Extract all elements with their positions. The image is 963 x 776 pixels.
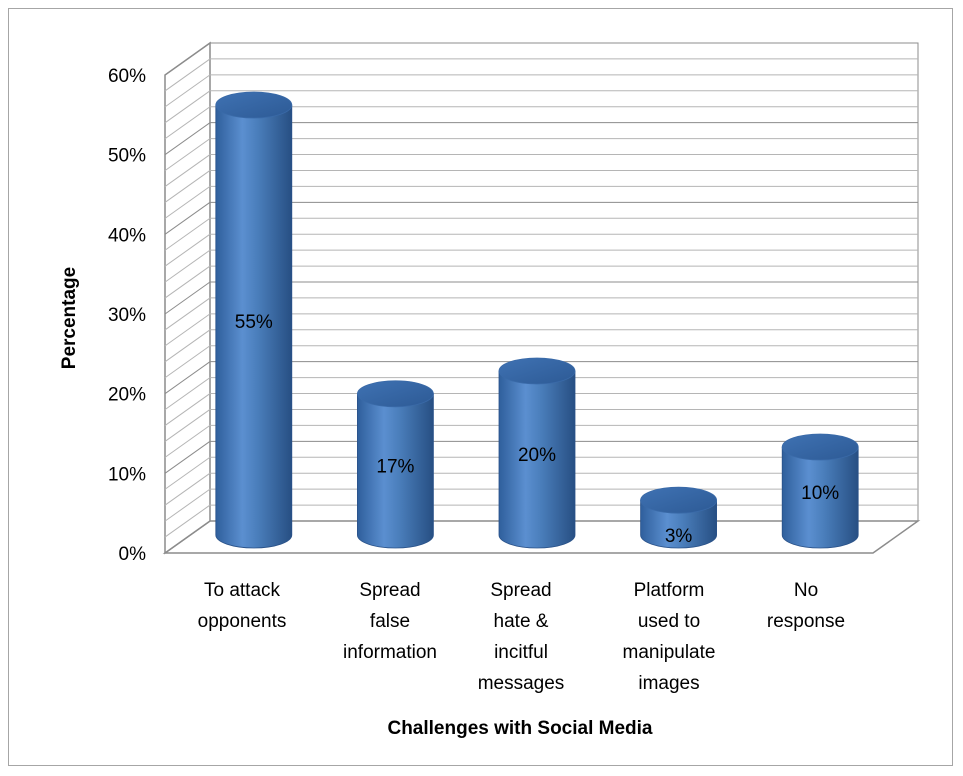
bar-top: [640, 486, 717, 514]
y-tick-label: 10%: [108, 464, 146, 485]
bars: 55% 17% 20% 3% 10%: [215, 91, 859, 549]
bar-body: [215, 104, 293, 549]
major-gridline: [164, 201, 918, 235]
minor-gridline: [164, 58, 918, 92]
bar: 55%: [215, 91, 293, 549]
bar-body: [781, 446, 859, 549]
major-gridline: [164, 281, 918, 315]
x-tick-label: Platform used to manipulate images: [623, 580, 716, 694]
minor-gridline: [164, 154, 918, 187]
minor-gridline: [164, 329, 918, 363]
bar: 3%: [640, 486, 717, 549]
data-label: 20%: [518, 445, 556, 466]
minor-gridline: [164, 74, 918, 108]
y-axis-ticks: 0% 10% 20% 30% 40% 50% 60%: [108, 66, 146, 565]
minor-gridline: [164, 345, 918, 379]
y-tick-label: 50%: [108, 146, 146, 167]
x-tick-label: Spread hate & incitful messages: [478, 580, 565, 694]
x-tick-label: To attack opponents: [198, 580, 287, 632]
y-tick-label: 40%: [108, 225, 146, 246]
minor-gridline: [164, 249, 918, 283]
bar-body: [498, 370, 576, 549]
major-gridline: [164, 122, 918, 156]
x-axis-categories: To attack opponents Spread false information…: [198, 580, 845, 694]
bar: 10%: [781, 433, 859, 549]
bar-body: [357, 393, 434, 549]
minor-gridline: [164, 265, 918, 299]
bar-body: [640, 499, 717, 549]
minor-gridline: [164, 138, 918, 172]
minor-gridline: [164, 313, 918, 347]
bar-top: [781, 433, 859, 461]
data-label: 3%: [665, 526, 693, 547]
bar: 20%: [498, 357, 576, 549]
minor-gridline: [164, 106, 918, 140]
data-label: 10%: [801, 483, 839, 504]
minor-gridline: [164, 233, 918, 267]
data-label: 55%: [235, 312, 273, 333]
y-axis-title: Percentage: [59, 267, 80, 369]
minor-gridline: [164, 90, 918, 124]
major-gridline: [164, 42, 918, 76]
bar-top: [498, 357, 576, 385]
x-axis-title: Challenges with Social Media: [387, 718, 652, 739]
y-tick-label: 60%: [108, 66, 146, 87]
y-tick-label: 0%: [119, 544, 147, 565]
x-tick-label: Spread false information: [343, 580, 437, 663]
bar: 17%: [356, 380, 434, 549]
bar-top: [215, 91, 293, 119]
minor-gridline: [164, 169, 918, 203]
minor-gridline: [164, 297, 918, 331]
y-tick-label: 20%: [108, 385, 146, 406]
x-tick-label: No response: [767, 580, 845, 632]
y-tick-label: 30%: [108, 305, 146, 326]
minor-gridline: [164, 217, 918, 251]
data-label: 17%: [376, 456, 414, 477]
minor-gridline: [164, 185, 918, 219]
bar-top: [356, 380, 434, 408]
